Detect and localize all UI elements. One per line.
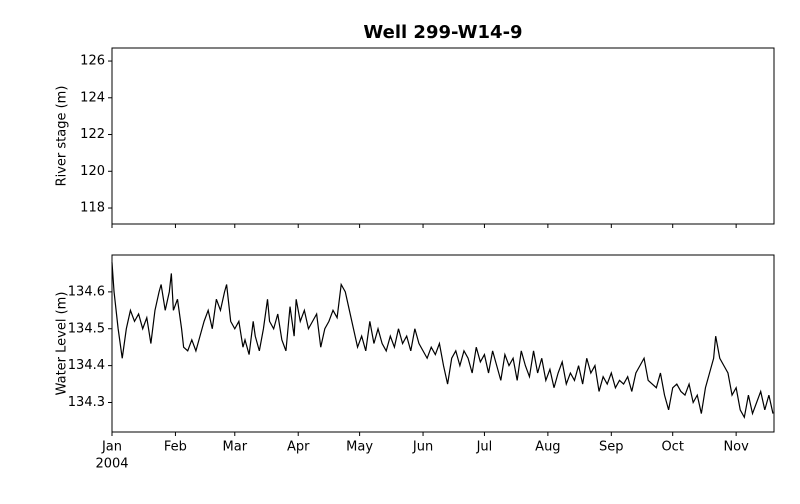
x-tick-label: Jun: [412, 440, 433, 455]
y-tick-label: 134.6: [68, 284, 105, 299]
x-tick-label: Feb: [164, 440, 187, 455]
y-tick-label: 124: [80, 90, 105, 105]
x-tick-label: Jul: [476, 440, 493, 455]
x-tick-label: Apr: [287, 440, 310, 455]
x-tick-label: Oct: [661, 440, 683, 455]
y-tick-label: 134.5: [68, 321, 105, 336]
x-tick-label: May: [346, 440, 373, 455]
x-year-label: 2004: [95, 457, 128, 472]
x-tick-label: Nov: [723, 440, 749, 455]
y-tick-label: 126: [80, 54, 105, 69]
y-tick-label: 122: [80, 127, 105, 142]
x-tick-label: Mar: [223, 440, 248, 455]
y-tick-label: 120: [80, 164, 105, 179]
x-tick-label: Aug: [535, 440, 560, 455]
chart-title: Well 299-W14-9: [363, 22, 522, 43]
y-tick-label: 118: [80, 201, 105, 216]
y-axis-label: River stage (m): [55, 86, 70, 187]
x-tick-label: Sep: [599, 440, 624, 455]
x-tick-label: Jan: [101, 440, 122, 455]
plot-frame: [111, 47, 775, 225]
y-axis-label: Water Level (m): [55, 292, 70, 396]
y-tick-label: 134.4: [68, 358, 105, 373]
plot-frame: [111, 254, 775, 433]
y-tick-label: 134.3: [68, 395, 105, 410]
data-line: [111, 262, 774, 420]
